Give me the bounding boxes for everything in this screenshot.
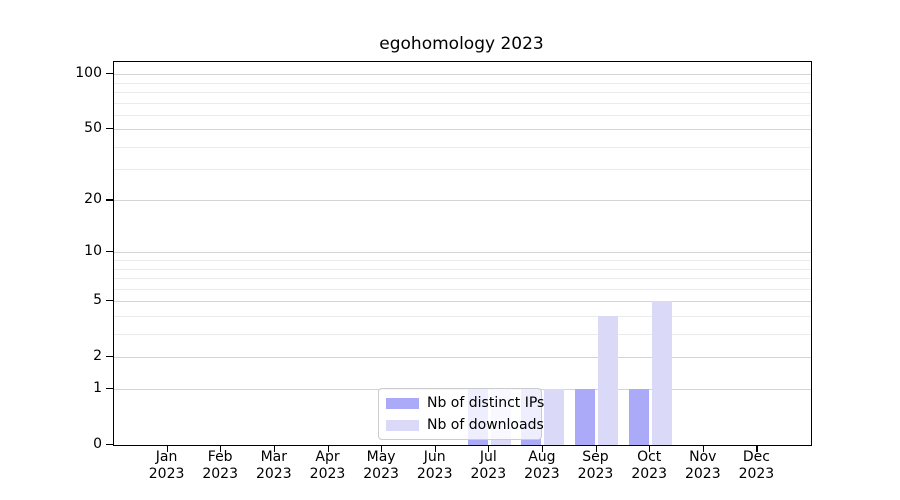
x-tick-mark-sep	[595, 445, 597, 452]
legend-swatch-downloads	[386, 419, 419, 431]
bar-downloads-aug	[544, 389, 565, 445]
x-tick-label-may: May 2023	[363, 449, 399, 482]
x-tick-mark-apr	[327, 445, 329, 452]
chart-title: egohomology 2023	[379, 34, 544, 54]
x-tick-mark-nov	[702, 445, 704, 452]
gridline-minor-8	[114, 268, 811, 270]
x-tick-mark-jun	[434, 445, 436, 452]
y-tick-label-50: 50	[84, 120, 102, 137]
gridline-major-100	[114, 74, 811, 76]
gridline-major-50	[114, 129, 811, 131]
legend-label-distinct-ips: Nb of distinct IPs	[427, 395, 545, 411]
x-tick-mark-aug	[541, 445, 544, 452]
bar-distinct-ips-sep	[575, 389, 595, 445]
x-tick-label-jun: Jun 2023	[416, 449, 453, 482]
y-tick-mark-20	[106, 199, 113, 201]
y-tick-mark-10	[106, 251, 113, 253]
x-tick-label-mar: Mar 2023	[255, 449, 292, 482]
x-tick-mark-mar	[273, 445, 275, 452]
x-tick-mark-oct	[649, 445, 651, 452]
bar-downloads-oct	[651, 301, 672, 445]
bar-distinct-ips-oct	[628, 389, 649, 445]
gridline-minor-4	[114, 315, 811, 317]
legend-label-downloads: Nb of downloads	[427, 417, 544, 433]
gridline-minor-9	[114, 260, 811, 261]
x-tick-label-oct: Oct 2023	[631, 449, 667, 482]
gridline-minor-70	[114, 102, 811, 104]
y-tick-label-5: 5	[93, 292, 102, 308]
y-tick-label-100: 100	[75, 65, 102, 82]
gridline-major-10	[114, 252, 811, 254]
y-tick-label-10: 10	[84, 243, 102, 260]
y-tick-mark-2	[106, 355, 113, 357]
gridline-minor-60	[114, 114, 811, 116]
x-tick-label-apr: Apr 2023	[309, 449, 346, 482]
legend-item-distinct-ips: Nb of distinct IPs	[386, 395, 544, 411]
y-tick-mark-1	[106, 388, 113, 390]
gridline-minor-6	[114, 288, 811, 290]
gridline-major-2	[114, 356, 811, 358]
x-tick-mark-jan	[166, 445, 168, 452]
legend-swatch-distinct-ips	[386, 397, 419, 409]
x-tick-mark-feb	[220, 445, 222, 452]
x-tick-mark-jul	[488, 445, 490, 452]
x-tick-label-jan: Jan 2023	[148, 449, 185, 482]
gridline-minor-90	[114, 82, 811, 84]
x-tick-label-nov: Nov 2023	[684, 449, 721, 482]
gridline-minor-30	[114, 169, 811, 171]
y-tick-label-0: 0	[93, 436, 102, 452]
y-tick-label-20: 20	[84, 191, 102, 208]
gridline-major-5	[114, 301, 811, 302]
x-tick-label-feb: Feb 2023	[202, 449, 238, 482]
legend: Nb of distinct IPs Nb of downloads	[378, 388, 544, 440]
x-tick-label-jul: Jul 2023	[470, 449, 507, 482]
gridline-minor-80	[114, 91, 811, 93]
y-tick-mark-100	[106, 73, 113, 75]
y-tick-label-1: 1	[93, 380, 102, 397]
legend-item-downloads: Nb of downloads	[386, 417, 544, 433]
gridline-minor-3	[114, 333, 811, 335]
x-tick-label-aug: Aug 2023	[524, 449, 560, 482]
x-tick-label-sep: Sep 2023	[577, 449, 614, 482]
y-tick-label-2: 2	[93, 347, 102, 364]
y-tick-mark-0	[106, 444, 113, 446]
gridline-major-20	[114, 200, 811, 202]
bar-downloads-sep	[598, 315, 618, 445]
y-tick-mark-5	[106, 300, 113, 302]
y-tick-mark-50	[106, 128, 113, 130]
gridline-minor-40	[114, 146, 811, 148]
x-tick-mark-dec	[756, 445, 758, 452]
x-tick-label-dec: Dec 2023	[738, 449, 775, 482]
gridline-minor-7	[114, 277, 811, 279]
x-tick-mark-may	[381, 445, 383, 452]
